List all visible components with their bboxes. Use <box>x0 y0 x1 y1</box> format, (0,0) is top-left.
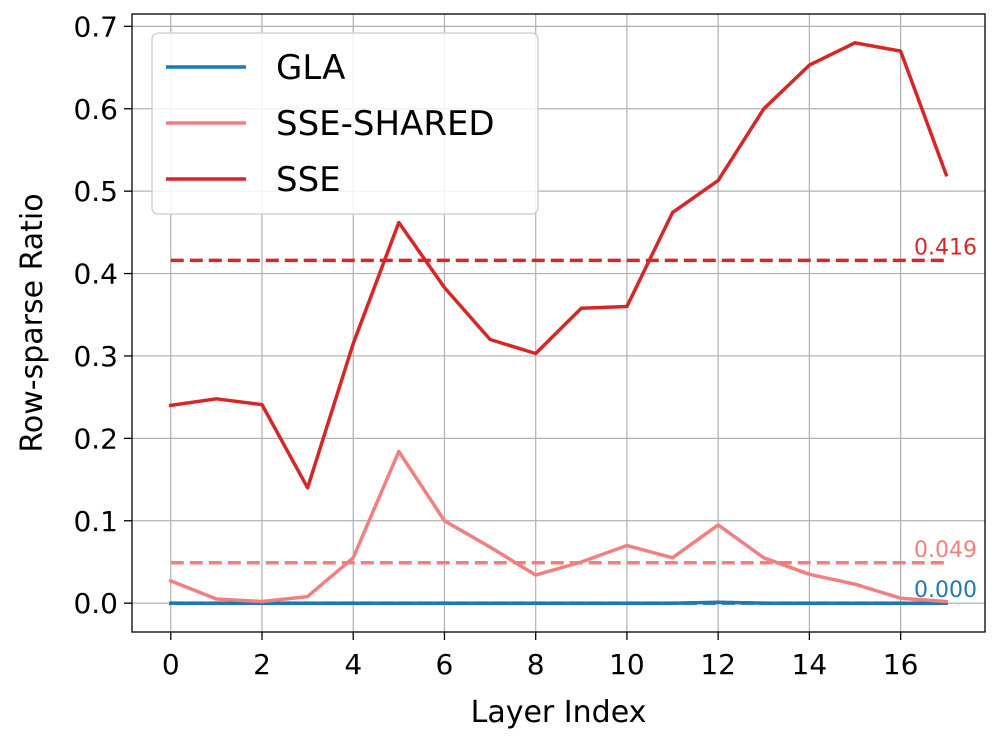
plot-area-frame <box>131 13 986 633</box>
series-lines <box>168 41 949 605</box>
y-tick-label: 0.0 <box>73 587 118 620</box>
legend-box <box>151 32 539 215</box>
x-axis-title: Layer Index <box>471 695 647 730</box>
legend-label: SSE-SHARED <box>276 104 495 144</box>
x-tick-label: 12 <box>700 648 736 681</box>
y-tick-label: 0.5 <box>73 175 118 208</box>
gridlines <box>132 14 985 632</box>
x-tick-label: 8 <box>527 648 545 681</box>
x-tick-label: 0 <box>162 648 180 681</box>
legend: GLA SSE-SHARED SSE <box>151 32 539 215</box>
legend-label: GLA <box>276 48 345 88</box>
y-tick-label: 0.3 <box>73 340 118 373</box>
series-line <box>168 449 949 604</box>
mean-value-label: 0.049 <box>914 538 977 563</box>
mean-value-label: 0.416 <box>914 235 977 260</box>
y-tick-label: 0.6 <box>73 93 118 126</box>
y-tick-label: 0.1 <box>73 505 118 538</box>
series-line <box>168 41 949 490</box>
y-axis-title: Row-sparse Ratio <box>15 193 50 452</box>
y-tick-label: 0.4 <box>73 258 118 291</box>
mean-value-label: 0.000 <box>914 578 977 603</box>
y-axis-ticks: 0.0 0.1 0.2 0.3 0.4 0.5 0.6 0.7 <box>73 10 132 620</box>
mean-value-labels: 0.000 0.049 0.416 <box>914 235 977 603</box>
x-axis-ticks: 0 2 4 6 8 10 12 14 16 <box>162 632 919 681</box>
mean-lines <box>170 258 947 605</box>
x-tick-label: 16 <box>883 648 919 681</box>
y-tick-label: 0.2 <box>73 422 118 455</box>
x-tick-label: 6 <box>436 648 454 681</box>
x-tick-label: 4 <box>344 648 362 681</box>
legend-label: SSE <box>276 160 341 200</box>
x-tick-label: 14 <box>792 648 828 681</box>
y-tick-label: 0.7 <box>73 10 118 43</box>
x-tick-label: 2 <box>253 648 271 681</box>
series-line <box>169 600 948 605</box>
x-tick-label: 10 <box>609 648 645 681</box>
